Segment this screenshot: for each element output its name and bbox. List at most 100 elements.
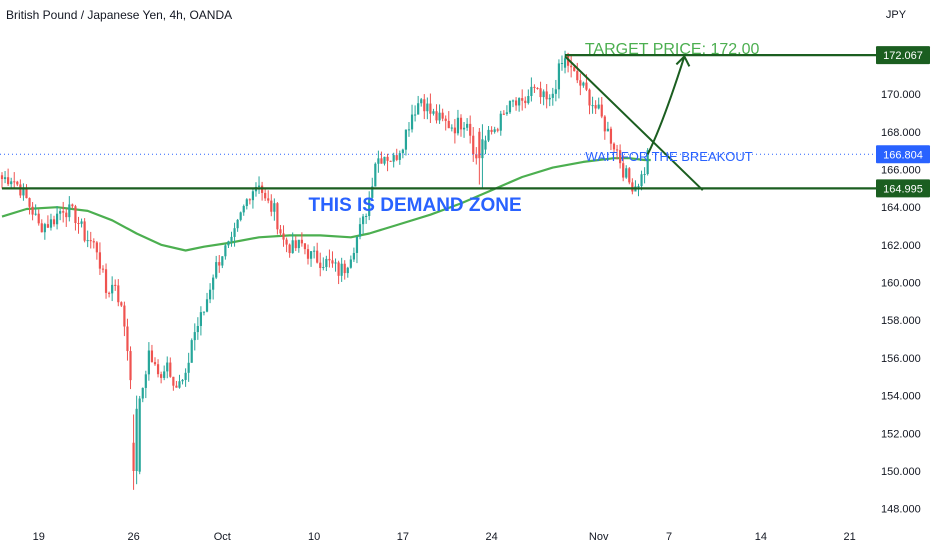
candle-body	[19, 184, 22, 196]
candle-body	[68, 204, 71, 218]
candle-body	[227, 241, 230, 246]
candle-body	[288, 244, 291, 254]
candle-body	[89, 240, 92, 242]
annotations-layer: TARGET PRICE: 172.00 WAIT FOR THE BREAKOU…	[308, 41, 759, 216]
x-tick-label: 19	[33, 531, 45, 543]
y-tick-label: 154.000	[881, 391, 921, 403]
candle-body	[313, 250, 316, 252]
candle-body	[420, 99, 423, 104]
candle	[172, 376, 175, 391]
candle	[386, 153, 389, 172]
candle	[594, 100, 597, 115]
y-tick-label: 152.000	[881, 428, 921, 440]
candle-body	[426, 103, 429, 112]
candle-body	[160, 374, 163, 378]
candle	[221, 256, 224, 269]
candle	[108, 291, 111, 298]
candle-body	[346, 267, 349, 274]
candle	[334, 258, 337, 272]
candle-body	[184, 372, 187, 380]
y-tick-label: 158.000	[881, 315, 921, 327]
candle	[609, 126, 613, 151]
candle-body	[108, 292, 111, 294]
candle	[276, 202, 279, 235]
candle-body	[579, 80, 582, 86]
price-axis[interactable]: JPY172.000170.000168.000166.000164.00016…	[876, 9, 930, 516]
candle-body	[352, 252, 355, 260]
price-badge: 166.804	[876, 145, 930, 164]
candle	[560, 55, 564, 71]
candle-body	[435, 111, 438, 121]
candle-body	[533, 86, 536, 88]
candle	[539, 81, 542, 104]
candle	[643, 167, 646, 184]
candle-body	[218, 262, 221, 266]
candle-body	[554, 89, 557, 94]
candle-body	[508, 101, 512, 113]
candle	[196, 317, 199, 340]
candle	[337, 260, 340, 285]
candle-body	[628, 168, 631, 183]
candle	[325, 255, 328, 272]
candle	[579, 73, 582, 96]
candle-body	[371, 186, 374, 198]
candle	[456, 109, 460, 136]
candle-body	[104, 269, 108, 293]
projection-arrowhead	[675, 54, 691, 67]
x-tick-label: 10	[308, 531, 320, 543]
candle-body	[524, 100, 527, 104]
candle	[603, 115, 606, 140]
candle	[582, 81, 585, 88]
candle-body	[441, 112, 444, 119]
candle	[294, 236, 297, 252]
candle-body	[309, 251, 313, 259]
candle	[313, 246, 316, 259]
candle-body	[588, 89, 591, 106]
y-tick-label: 170.000	[881, 89, 921, 101]
candle	[101, 265, 105, 273]
candle-body	[334, 262, 337, 264]
candle	[242, 204, 245, 216]
candle-body	[34, 213, 37, 215]
candle-body	[594, 105, 597, 109]
candle-body	[563, 58, 567, 68]
candle-body	[643, 173, 646, 175]
candle-body	[481, 139, 484, 159]
candle-body	[511, 100, 515, 102]
candle-body	[322, 267, 325, 269]
candle-body	[410, 114, 414, 130]
candle	[435, 104, 438, 124]
candle	[417, 95, 420, 115]
candle	[46, 215, 49, 228]
candle-body	[401, 149, 404, 154]
candle-body	[365, 215, 368, 217]
candle	[505, 105, 508, 116]
candle-body	[429, 103, 432, 114]
candle	[328, 249, 331, 268]
x-tick-label: 21	[843, 531, 855, 543]
candle-body	[282, 233, 285, 240]
candle	[576, 62, 579, 84]
candle	[444, 115, 447, 131]
candles-layer	[0, 50, 649, 490]
y-tick-label: 168.000	[881, 127, 921, 139]
candle-body	[74, 206, 77, 224]
time-axis[interactable]: 19 26 Oct 10 17 24 Nov 7 14 21	[33, 531, 856, 543]
candle	[392, 152, 395, 168]
candle-body	[490, 129, 493, 132]
candle	[423, 94, 426, 120]
candle-body	[570, 65, 573, 68]
candle	[169, 357, 172, 378]
candle-body	[65, 212, 68, 218]
candle-body	[196, 325, 199, 333]
candle	[147, 342, 150, 381]
candle	[300, 232, 303, 247]
candle	[429, 93, 432, 124]
candle-body	[591, 105, 594, 107]
candle	[190, 338, 193, 363]
candle	[126, 318, 129, 361]
candle	[536, 87, 539, 90]
moving-average-layer	[1, 157, 651, 252]
